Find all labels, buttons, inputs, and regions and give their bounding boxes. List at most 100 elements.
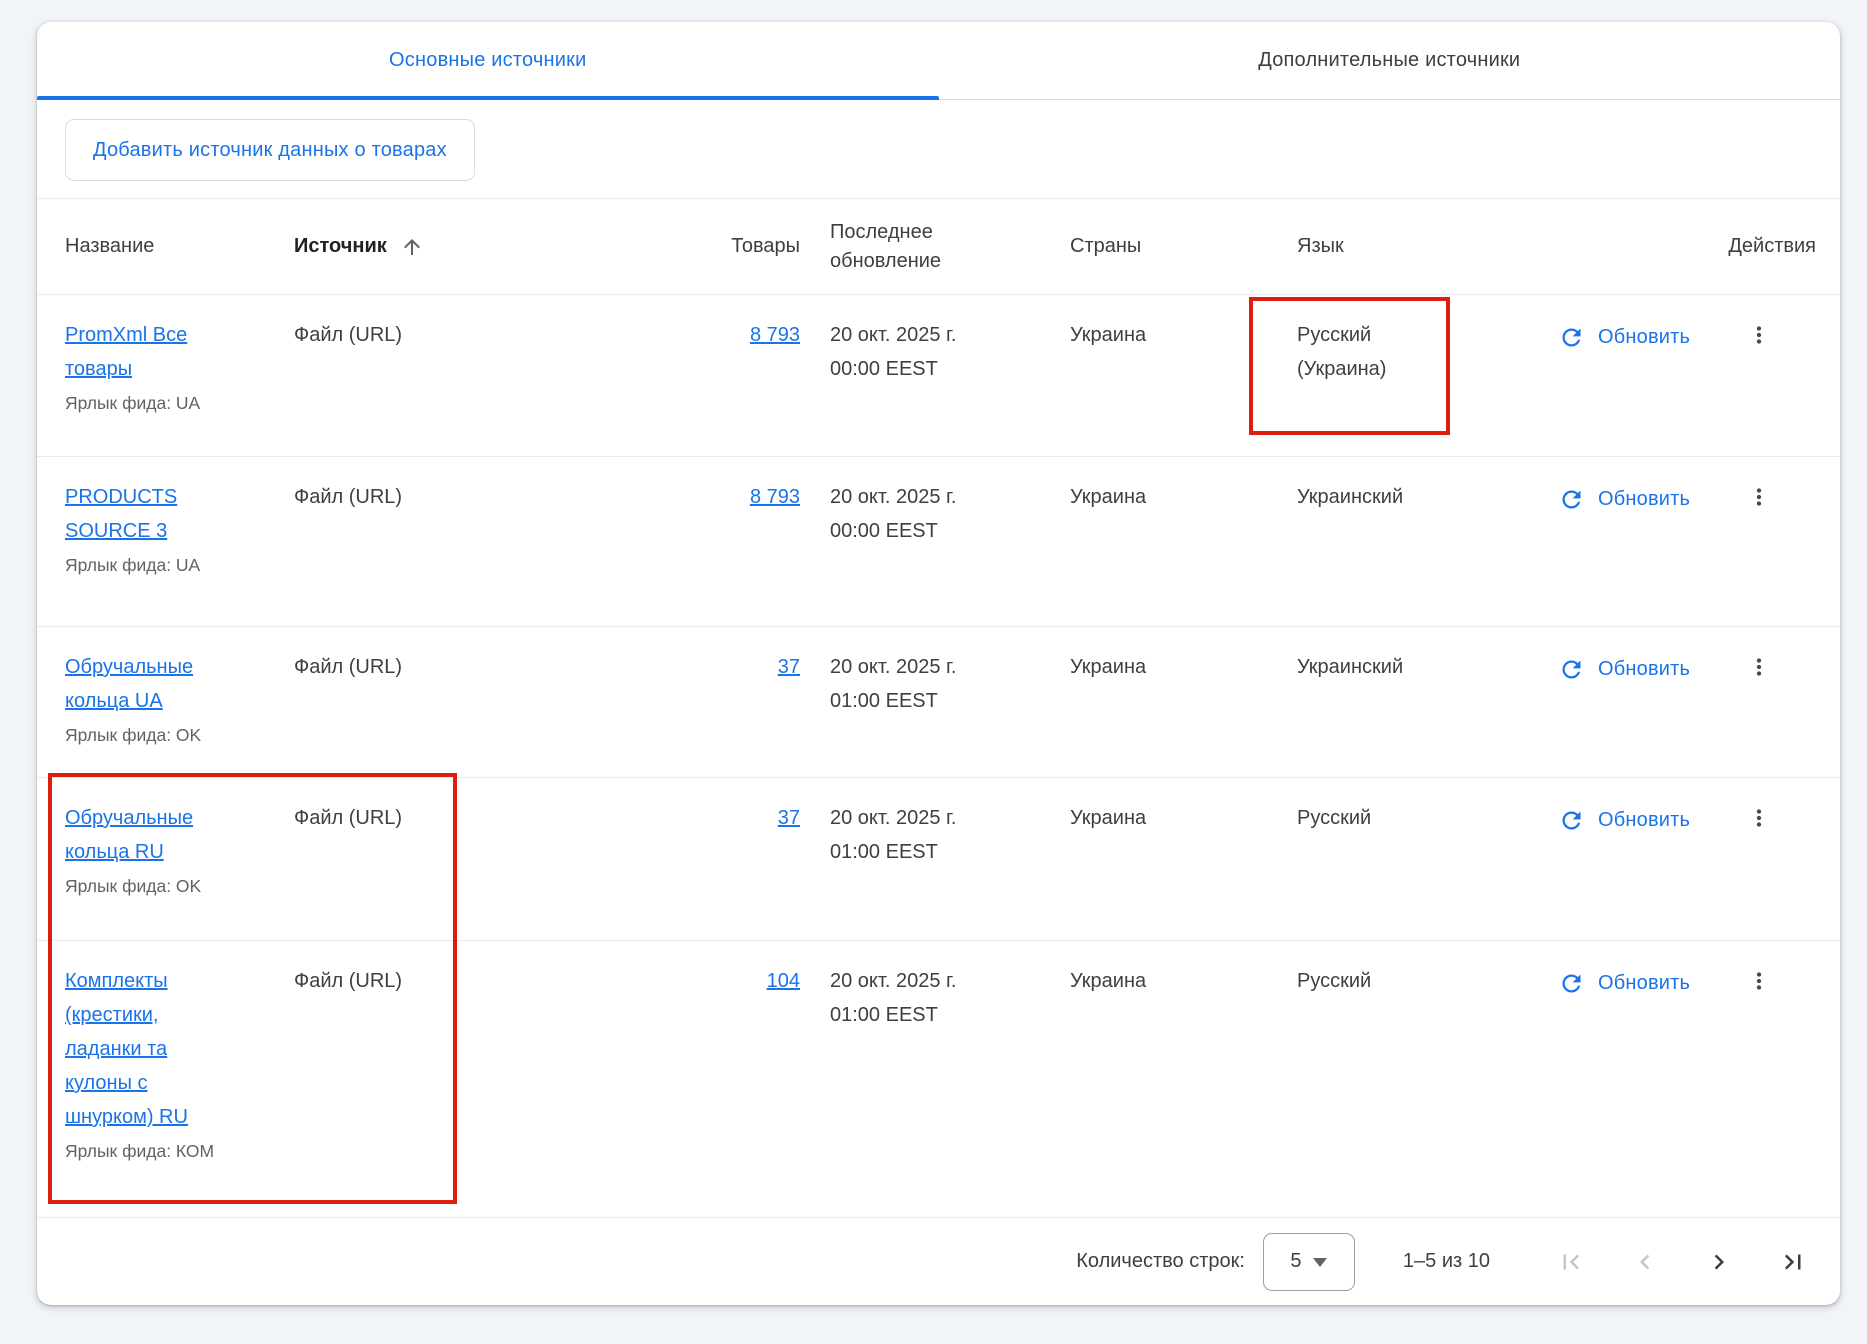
actions-cell: Обновить — [1558, 295, 1816, 456]
source-cell: Файл (URL) — [294, 486, 403, 508]
refresh-button[interactable]: Обновить — [1558, 966, 1690, 1000]
update-time: 00:00 EEST — [830, 358, 938, 380]
products-cell: 8 793 — [524, 295, 800, 456]
table-header: Название Источник Товары Последнее обнов… — [37, 198, 1840, 295]
feed-name-link[interactable]: Обручальные кольца RU — [65, 807, 194, 863]
tab-supplemental-sources[interactable]: Дополнительные источники — [939, 22, 1841, 99]
more-actions-menu-button[interactable] — [1744, 803, 1774, 831]
sort-ascending-icon — [403, 238, 420, 255]
next-page-button[interactable] — [1704, 1247, 1734, 1277]
last-update-cell: 20 окт. 2025 г. 01:00 EEST — [800, 627, 1070, 777]
tab-primary-sources-label: Основные источники — [389, 49, 587, 71]
name-cell: Обручальные кольца RU Ярлык фида: OK — [65, 778, 294, 940]
column-header-countries[interactable]: Страны — [1070, 235, 1142, 257]
rows-per-page-select[interactable]: 5 — [1262, 1232, 1355, 1291]
rows-per-page-label: Количество строк: — [1076, 1250, 1245, 1272]
feed-name-link[interactable]: PRODUCTS SOURCE 3 — [65, 486, 178, 542]
refresh-button-label: Обновить — [1598, 658, 1691, 680]
update-time: 01:00 EEST — [830, 841, 938, 863]
update-time: 00:00 EEST — [830, 520, 938, 542]
products-count-link[interactable]: 8 793 — [749, 324, 800, 346]
tab-supplemental-sources-label: Дополнительные источники — [1258, 49, 1521, 71]
feed-label: Ярлык фида: UA — [65, 393, 201, 413]
last-update-cell: 20 окт. 2025 г. 00:00 EEST — [800, 457, 1070, 626]
refresh-button[interactable]: Обновить — [1558, 652, 1690, 686]
refresh-button[interactable]: Обновить — [1558, 482, 1690, 516]
refresh-icon — [1562, 490, 1581, 508]
table-row: Комплекты (крестики, ладанки та кулоны с… — [37, 941, 1840, 1218]
column-header-source[interactable]: Источник — [294, 235, 524, 259]
actions-cell: Обновить — [1558, 778, 1816, 940]
countries-cell: Украина — [1070, 970, 1147, 992]
last-page-button[interactable] — [1778, 1247, 1808, 1277]
feed-label: Ярлык фида: OK — [65, 876, 202, 896]
feed-name-link[interactable]: PromXml Все товары — [65, 324, 188, 380]
more-actions-menu-button[interactable] — [1744, 966, 1774, 994]
more-actions-menu-button[interactable] — [1744, 482, 1774, 510]
products-count-link[interactable]: 104 — [766, 970, 800, 992]
last-update-cell: 20 окт. 2025 г. 01:00 EEST — [800, 778, 1070, 940]
rows-per-page-value: 5 — [1290, 1250, 1302, 1272]
table-row: Обручальные кольца UA Ярлык фида: OK Фай… — [37, 627, 1840, 778]
update-time: 01:00 EEST — [830, 1004, 938, 1026]
refresh-button-label: Обновить — [1598, 488, 1691, 510]
update-date: 20 окт. 2025 г. — [830, 656, 957, 678]
products-cell: 104 — [524, 941, 800, 1217]
products-count-link[interactable]: 8 793 — [749, 486, 800, 508]
source-cell: Файл (URL) — [294, 807, 403, 829]
table-row: PromXml Все товары Ярлык фида: UA Файл (… — [37, 295, 1840, 457]
toolbar: Добавить источник данных о товарах — [37, 100, 1840, 198]
column-header-actions: Действия — [1728, 235, 1816, 257]
more-vert-icon — [1756, 488, 1762, 506]
first-page-button[interactable] — [1556, 1247, 1586, 1277]
column-header-last-update[interactable]: Последнее обновление — [830, 220, 942, 272]
column-header-language[interactable]: Язык — [1297, 235, 1344, 257]
name-cell: PRODUCTS SOURCE 3 Ярлык фида: UA — [65, 457, 294, 626]
table-row: Обручальные кольца RU Ярлык фида: OK Фай… — [37, 778, 1840, 941]
table-row: PRODUCTS SOURCE 3 Ярлык фида: UA Файл (U… — [37, 457, 1840, 627]
pagination-range: 1–5 из 10 — [1402, 1250, 1490, 1272]
refresh-icon — [1562, 974, 1581, 992]
column-header-products[interactable]: Товары — [731, 235, 800, 257]
actions-cell: Обновить — [1558, 457, 1816, 626]
name-cell: Обручальные кольца UA Ярлык фида: OK — [65, 627, 294, 777]
products-cell: 8 793 — [524, 457, 800, 626]
update-date: 20 окт. 2025 г. — [830, 486, 957, 508]
update-time: 01:00 EEST — [830, 690, 938, 712]
more-vert-icon — [1756, 809, 1762, 827]
refresh-icon — [1562, 660, 1581, 678]
refresh-button[interactable]: Обновить — [1558, 320, 1690, 354]
sources-tab-bar: Основные источники Дополнительные источн… — [37, 22, 1840, 100]
products-count-link[interactable]: 37 — [777, 656, 800, 678]
more-vert-icon — [1756, 326, 1762, 344]
tab-primary-sources[interactable]: Основные источники — [37, 22, 939, 100]
previous-page-button[interactable] — [1630, 1247, 1660, 1277]
countries-cell: Украина — [1070, 656, 1147, 678]
products-cell: 37 — [524, 778, 800, 940]
pager — [1556, 1247, 1808, 1277]
feed-name-link[interactable]: Обручальные кольца UA — [65, 656, 194, 712]
language-cell: Русский — [1297, 807, 1372, 829]
add-data-source-button[interactable]: Добавить источник данных о товарах — [65, 119, 475, 181]
column-header-name[interactable]: Название — [65, 235, 155, 257]
feed-name-link[interactable]: Комплекты (крестики, ладанки та кулоны с… — [65, 970, 188, 1128]
chevron-right-icon — [1714, 1254, 1724, 1269]
source-cell: Файл (URL) — [294, 656, 403, 678]
refresh-button[interactable]: Обновить — [1558, 803, 1690, 837]
products-count-link[interactable]: 37 — [777, 807, 800, 829]
refresh-icon — [1562, 811, 1581, 829]
countries-cell: Украина — [1070, 807, 1147, 829]
refresh-icon — [1562, 328, 1581, 346]
more-actions-menu-button[interactable] — [1744, 652, 1774, 680]
refresh-button-label: Обновить — [1598, 326, 1691, 348]
update-date: 20 окт. 2025 г. — [830, 807, 957, 829]
table-pagination-bar: Количество строк: 5 1–5 из 10 — [37, 1218, 1840, 1305]
products-cell: 37 — [524, 627, 800, 777]
refresh-button-label: Обновить — [1598, 972, 1691, 994]
chevron-left-icon — [1640, 1254, 1650, 1269]
actions-cell: Обновить — [1558, 627, 1816, 777]
feed-label: Ярлык фида: OK — [65, 725, 202, 745]
more-vert-icon — [1756, 972, 1762, 990]
more-actions-menu-button[interactable] — [1744, 320, 1774, 348]
last-page-icon — [1784, 1254, 1801, 1269]
